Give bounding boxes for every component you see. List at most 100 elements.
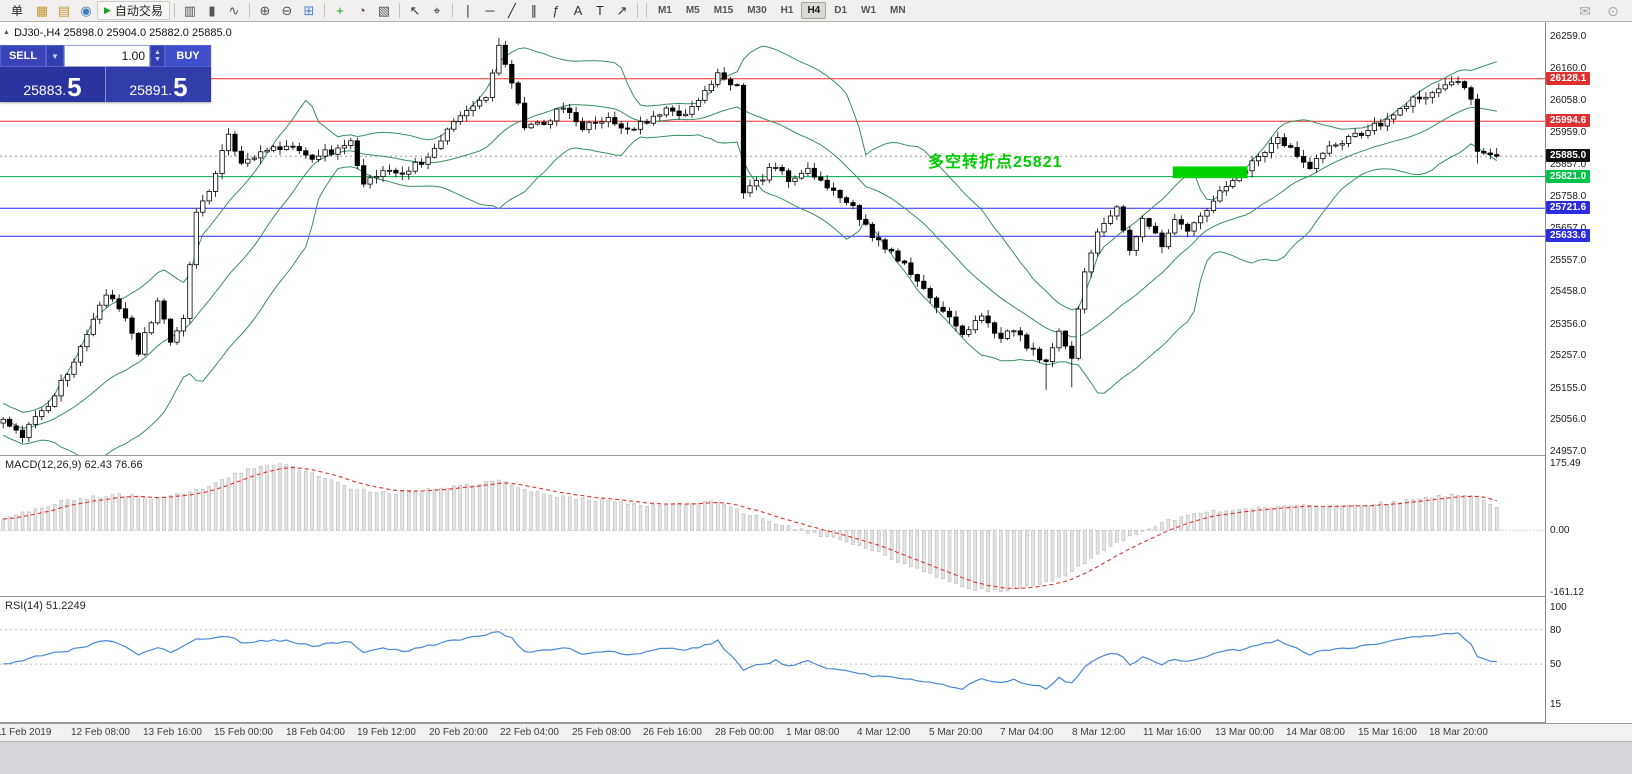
arrows-icon[interactable]: ↗ xyxy=(616,3,628,18)
hline-price-badge: 25821.0 xyxy=(1546,170,1591,183)
bar-chart-icon[interactable]: ▥ xyxy=(183,3,197,18)
indicators-icon[interactable]: + xyxy=(336,3,344,18)
text-label-icon[interactable]: T xyxy=(595,3,604,18)
timeframe-button-m5[interactable]: M5 xyxy=(685,5,700,16)
buy-button[interactable]: BUY xyxy=(165,45,211,67)
panel-separator[interactable] xyxy=(0,722,1632,723)
candlestick-chart-icon[interactable]: ▮ xyxy=(208,3,216,18)
trendline-icon[interactable]: ╱ xyxy=(508,3,516,18)
time-tick-label: 15 Feb 00:00 xyxy=(214,727,273,738)
oneclick-collapse-icon[interactable]: ▲ xyxy=(3,29,10,36)
time-tick-label: 25 Feb 08:00 xyxy=(572,727,631,738)
price-tick-label: 25056.0 xyxy=(1550,414,1587,425)
toolbar-separator xyxy=(451,3,453,18)
time-tick-label: 18 Mar 20:00 xyxy=(1429,727,1488,738)
macd-histogram xyxy=(1,463,1499,592)
rsi-tick-label: 80 xyxy=(1550,625,1562,636)
vertical-line-icon[interactable]: ∣ xyxy=(464,3,472,18)
macd-tick-label: 175.49 xyxy=(1550,458,1581,469)
volume-input[interactable] xyxy=(64,45,150,67)
search-icon[interactable]: ⊙ xyxy=(1607,3,1619,19)
price-axis[interactable]: 26259.0 26160.0 26058.0 25959.0 25857.0 25758… xyxy=(1545,22,1632,723)
hline-price-badge: 25633.6 xyxy=(1546,229,1591,242)
main-chart[interactable] xyxy=(0,22,1545,455)
sell-button[interactable]: SELL xyxy=(0,45,46,67)
chart-title-text: DJ30-,H4 25898.0 25904.0 25882.0 25885.0 xyxy=(14,27,232,39)
volume-down-icon[interactable]: ▼ xyxy=(154,56,161,63)
new-order-button[interactable]: 单 xyxy=(10,3,23,18)
timeframe-button-m1[interactable]: M1 xyxy=(657,5,672,16)
market-watch-icon[interactable]: ▦ xyxy=(35,3,49,18)
price-tick-label: 25458.0 xyxy=(1550,286,1587,297)
buy-price[interactable]: 25891. 5 xyxy=(106,67,211,102)
chart-title: ▲ DJ30-,H4 25898.0 25904.0 25882.0 25885.… xyxy=(3,27,232,39)
time-tick-label: 26 Feb 16:00 xyxy=(643,727,702,738)
time-tick-label: 1 Mar 08:00 xyxy=(786,727,840,738)
time-tick-label: 22 Feb 04:00 xyxy=(500,727,559,738)
time-tick-label: 11 Mar 16:00 xyxy=(1143,727,1202,738)
price-tick-label: 25758.0 xyxy=(1550,191,1587,202)
timeframe-button-w1[interactable]: W1 xyxy=(861,5,877,16)
timeframe-button-h1[interactable]: H1 xyxy=(780,5,794,16)
bollinger-middle-line xyxy=(2,104,1497,429)
macd-chart[interactable] xyxy=(0,456,1545,596)
rsi-tick-label: 100 xyxy=(1550,602,1567,613)
time-axis[interactable]: 11 Feb 2019 12 Feb 08:00 13 Feb 16:00 15 Fe… xyxy=(0,723,1632,741)
autotrading-play-icon: ▶ xyxy=(104,5,111,15)
cursor-icon[interactable]: ↖ xyxy=(409,3,421,18)
navigator-icon[interactable]: ◉ xyxy=(80,3,92,18)
price-tick-label: 25356.0 xyxy=(1550,319,1587,330)
toolbar-separator xyxy=(645,3,647,18)
timeframe-button-mn[interactable]: MN xyxy=(890,5,906,16)
price-tick-label: 26058.0 xyxy=(1550,95,1587,106)
templates-icon[interactable]: ▧ xyxy=(377,3,391,18)
volume-up-icon[interactable]: ▲ xyxy=(154,49,161,56)
rsi-tick-label: 50 xyxy=(1550,659,1562,670)
time-tick-label: 7 Mar 04:00 xyxy=(1000,727,1054,738)
chart-annotation-text[interactable]: 多空转折点25821 xyxy=(928,154,1063,171)
time-tick-label: 14 Mar 08:00 xyxy=(1286,727,1345,738)
rsi-line xyxy=(3,631,1497,690)
panel-separator[interactable] xyxy=(0,455,1632,456)
highlight-bar[interactable] xyxy=(1172,166,1248,179)
hline-price-badge: 25994.6 xyxy=(1546,114,1591,127)
zoom-in-icon[interactable]: ⊕ xyxy=(259,3,271,18)
price-tick-label: 25959.0 xyxy=(1550,127,1587,138)
time-tick-label: 15 Mar 16:00 xyxy=(1358,727,1417,738)
zoom-out-icon[interactable]: ⊖ xyxy=(281,3,293,18)
toolbar: ✉ ⊙ 单 ▦ ▤ ◉ ▶ 自动交易 ▥ ▮ ∿ ⊕ ⊖ ⊞ + ◔ ▧ ↖ ⌖ ∣ ─ ╱ ∥ ƒ A T ↗ M1 M5 M15 M3… xyxy=(0,0,1632,22)
timeframe-button-m30[interactable]: M30 xyxy=(747,5,767,16)
toolbar-separator xyxy=(636,3,638,18)
timeframe-button-m15[interactable]: M15 xyxy=(713,5,734,16)
volume-dropdown-caret-icon[interactable]: ▼ xyxy=(46,45,64,67)
line-chart-icon[interactable]: ∿ xyxy=(228,3,240,18)
horizontal-line-icon[interactable]: ─ xyxy=(485,3,495,18)
autotrading-button[interactable]: ▶ 自动交易 xyxy=(97,1,170,20)
volume-stepper[interactable]: ▲ ▼ xyxy=(150,45,165,67)
sell-price[interactable]: 25883. 5 xyxy=(0,67,106,102)
one-click-trading-panel: SELL ▼ ▲▼ BUY 25883.5 25891.5 xyxy=(0,45,211,102)
chat-icon[interactable]: ✉ xyxy=(1579,3,1591,19)
time-tick-label: 28 Feb 00:00 xyxy=(715,727,774,738)
panel-separator[interactable] xyxy=(0,596,1632,597)
tile-windows-icon[interactable]: ⊞ xyxy=(303,3,315,18)
channel-icon[interactable]: ∥ xyxy=(530,3,538,18)
data-window-icon[interactable]: ▤ xyxy=(57,3,71,18)
rsi-tick-label: 15 xyxy=(1550,699,1562,710)
toolbar-right-icons: ✉ ⊙ xyxy=(1574,2,1624,20)
macd-tick-label: 0.00 xyxy=(1550,525,1570,536)
time-tick-label: 20 Feb 20:00 xyxy=(429,727,488,738)
price-tick-label: 25155.0 xyxy=(1550,383,1587,394)
rsi-chart[interactable] xyxy=(0,597,1545,722)
fibonacci-icon[interactable]: ƒ xyxy=(552,3,560,18)
price-tick-label: 25657.0 xyxy=(1550,223,1586,234)
time-tick-label: 13 Mar 00:00 xyxy=(1215,727,1274,738)
toolbar-separator xyxy=(398,3,400,18)
periods-icon[interactable]: ◔ xyxy=(358,3,366,18)
price-main-digits: 25891. xyxy=(129,82,173,98)
timeframe-button-h4[interactable]: H4 xyxy=(801,2,827,19)
price-tick-label: 25857.0 xyxy=(1550,159,1587,170)
text-icon[interactable]: A xyxy=(573,3,583,18)
timeframe-button-d1[interactable]: D1 xyxy=(834,5,848,16)
crosshair-icon[interactable]: ⌖ xyxy=(433,3,441,18)
